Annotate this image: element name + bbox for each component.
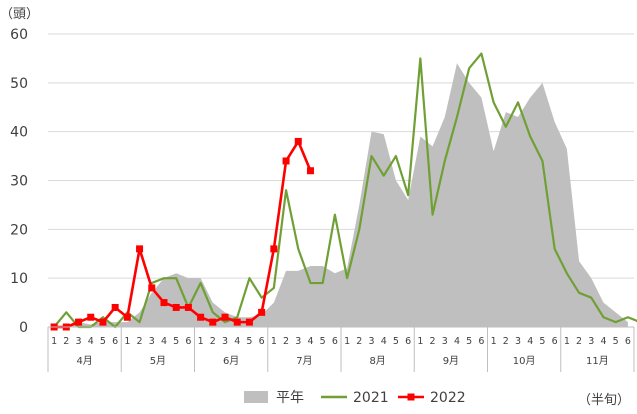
legend-swatch-area [244,391,268,403]
x-month-label: 9月 [443,355,459,367]
x-tick-label: 1 [271,336,277,347]
x-tick-label: 3 [222,336,228,347]
x-month-label: 8月 [369,355,385,367]
series-2022-point [99,319,106,326]
series-2022-point [87,314,94,321]
x-month-label: 5月 [150,355,166,367]
x-tick-label: 3 [149,336,155,347]
x-tick-label: 6 [332,336,338,347]
y-axis: 0 10 20 30 40 50 60 [10,27,28,336]
series-2022-point [173,304,180,311]
x-tick-label: 1 [124,336,130,347]
legend-label: 2022 [430,390,466,406]
x-tick-label: 5 [539,336,545,347]
x-tick-label: 2 [283,336,289,347]
x-tick-label: 4 [600,336,606,347]
x-month-label: 10月 [513,355,536,367]
y-tick-label: 30 [10,174,28,190]
x-tick-label: 2 [356,336,362,347]
x-tick-label: 1 [491,336,497,347]
series-2022-point [222,314,229,321]
x-tick-label: 1 [198,336,204,347]
x-tick-label: 4 [234,336,240,347]
x-tick-label: 6 [185,336,191,347]
y-tick-label: 60 [10,27,28,43]
x-tick-label: 5 [100,336,106,347]
y-unit-label: （頭） [0,7,39,22]
x-tick-label: 5 [613,336,619,347]
x-tick-label: 4 [454,336,460,347]
series-2022-point [124,314,131,321]
series-2022-point [148,284,155,291]
x-tick-label: 4 [88,336,94,347]
series-2022-point [295,138,302,145]
y-tick-label: 50 [10,76,28,92]
x-month-label: 6月 [223,355,239,367]
series-2022-point [258,309,265,316]
x-tick-label: 5 [320,336,326,347]
x-tick-label: 6 [478,336,484,347]
x-tick-label: 1 [417,336,423,347]
x-tick-label: 5 [393,336,399,347]
legend: 平年 2021 2022 [244,390,466,406]
x-tick-label: 5 [466,336,472,347]
x-tick-label: 2 [63,336,69,347]
x-tick-label: 2 [210,336,216,347]
x-tick-label: 4 [381,336,387,347]
series-2022-point [112,304,119,311]
x-tick-label: 3 [515,336,521,347]
x-tick-label: 6 [259,336,265,347]
x-month-label: 11月 [586,355,609,367]
legend-label: 平年 [276,390,304,406]
x-tick-label: 1 [51,336,57,347]
x-tick-label: 4 [307,336,313,347]
area-layer [54,63,628,327]
y-tick-label: 20 [10,222,28,238]
x-tick-label: 2 [430,336,436,347]
x-tick-label: 6 [625,336,631,347]
series-2022-point [75,319,82,326]
series-2022-point [283,157,290,164]
x-tick-label: 6 [405,336,411,347]
series-2022-point [185,304,192,311]
series-2022-point [209,319,216,326]
x-tick-label: 5 [173,336,179,347]
series-平年-area [54,63,628,327]
series-2022-point [270,245,277,252]
x-tick-label: 2 [576,336,582,347]
series-2022-point [307,167,314,174]
x-month-label: 7月 [296,355,312,367]
x-tick-label: 1 [344,336,350,347]
x-unit-label: （半旬） [578,393,630,408]
x-tick-label: 2 [137,336,143,347]
y-tick-label: 10 [10,271,28,287]
x-tick-label: 5 [246,336,252,347]
x-tick-label: 2 [503,336,509,347]
x-tick-label: 3 [442,336,448,347]
x-tick-label: 1 [564,336,570,347]
x-tick-label: 4 [527,336,533,347]
x-tick-label: 3 [368,336,374,347]
x-tick-label: 3 [75,336,81,347]
legend-label: 2021 [353,390,389,406]
y-tick-label: 0 [19,320,28,336]
series-2022-point [246,319,253,326]
y-tick-label: 40 [10,125,28,141]
x-tick-label: 3 [588,336,594,347]
series-2022-point [136,245,143,252]
series-2022-point [197,314,204,321]
x-tick-label: 3 [295,336,301,347]
x-month-label: 4月 [76,355,92,367]
series-2022-point [234,319,241,326]
x-tick-label: 6 [552,336,558,347]
x-tick-label: 6 [112,336,118,347]
series-2022-point [160,299,167,306]
x-tick-label: 4 [161,336,167,347]
legend-swatch-marker [408,394,415,401]
